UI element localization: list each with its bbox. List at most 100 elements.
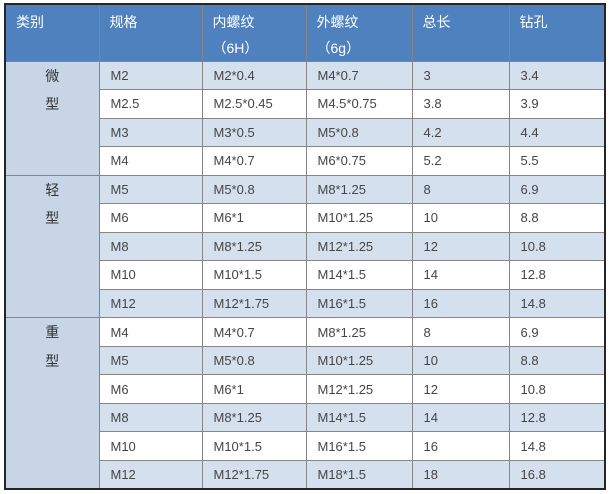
table-cell: 6.9 bbox=[508, 317, 606, 347]
header-cell-external-thread: 外螺纹 （6g） bbox=[305, 3, 413, 62]
table-row: M8 M8*1.25 M12*1.25 12 10.8 bbox=[5, 231, 606, 262]
table-cell: M12*1.25 bbox=[305, 374, 413, 404]
table-cell: M16*1.5 bbox=[305, 431, 413, 461]
table-cell: 3.4 bbox=[508, 60, 606, 91]
table-row: 微 型 M2 M2*0.4 M4*0.7 3 3.4 bbox=[4, 60, 606, 176]
table-cell: 8.8 bbox=[508, 345, 606, 376]
table-cell: 12 bbox=[411, 231, 510, 262]
table-cell: M8*1.25 bbox=[201, 402, 307, 433]
table-cell: 18 bbox=[411, 459, 510, 490]
table-cell: M12*1.25 bbox=[305, 231, 413, 262]
table-cell: M6*0.75 bbox=[305, 146, 413, 176]
table-cell: M10*1.25 bbox=[305, 345, 413, 376]
table-cell: M3*0.5 bbox=[201, 117, 307, 148]
table-cell: M14*1.5 bbox=[305, 402, 413, 433]
table-cell: M4*0.7 bbox=[305, 60, 413, 91]
table-cell: M6 bbox=[98, 374, 203, 404]
table-cell: M2*0.4 bbox=[201, 60, 307, 91]
header-sublabel: （6H） bbox=[212, 40, 259, 56]
header-label: 规格 bbox=[109, 14, 138, 30]
category-cell: 重 型 bbox=[4, 317, 100, 490]
table-cell: 8 bbox=[411, 174, 510, 205]
table-row: M10 M10*1.5 M14*1.5 14 12.8 bbox=[5, 260, 606, 290]
table-cell: M8 bbox=[98, 402, 203, 433]
table-row: M5 M5*0.8 M10*1.25 10 8.8 bbox=[5, 345, 606, 376]
table-cell: M4*0.7 bbox=[201, 146, 307, 176]
table-cell: M4*0.7 bbox=[201, 317, 307, 347]
table-cell: 12.8 bbox=[508, 260, 606, 290]
table-body: 微 型 M2 M2*0.4 M4*0.7 3 3.4 M2.5 M2.5*0.45 M4.5*0… bbox=[4, 60, 606, 490]
table-cell: 6.9 bbox=[508, 174, 606, 205]
table-row: M12 M12*1.75 M16*1.5 16 14.8 bbox=[5, 288, 606, 319]
table-cell: 14 bbox=[411, 260, 510, 290]
table-cell: 5.2 bbox=[411, 146, 510, 176]
table-row: M10 M10*1.5 M16*1.5 16 14.8 bbox=[5, 431, 606, 461]
table-cell: 4.2 bbox=[411, 117, 510, 148]
table-row: 重 型 M4 M4*0.7 M8*1.25 8 6.9 bbox=[4, 317, 606, 490]
table-cell: M10 bbox=[98, 431, 203, 461]
table-cell: M18*1.5 bbox=[305, 459, 413, 490]
table-cell: M6*1 bbox=[201, 203, 307, 233]
table-cell: 3 bbox=[411, 60, 510, 91]
table-row: M4 M4*0.7 M6*0.75 5.2 5.5 bbox=[5, 146, 606, 176]
header-cell-drill-hole: 钻孔 bbox=[508, 3, 606, 62]
table-cell: M10*1.5 bbox=[201, 431, 307, 461]
table-cell: 10.8 bbox=[508, 374, 606, 404]
header-cell-spec: 规格 bbox=[98, 3, 203, 62]
table-cell: M5*0.8 bbox=[305, 117, 413, 148]
category-cell: 轻 型 bbox=[4, 174, 100, 319]
header-label: 外螺纹 bbox=[316, 14, 359, 30]
table-cell: M5*0.8 bbox=[201, 174, 307, 205]
category-cell: 微 型 bbox=[4, 60, 100, 176]
table-cell: M5 bbox=[98, 345, 203, 376]
table-cell: 10.8 bbox=[508, 231, 606, 262]
table-cell: M2.5*0.45 bbox=[201, 89, 307, 119]
table-cell: M4.5*0.75 bbox=[305, 89, 413, 119]
table-cell: 3.9 bbox=[508, 89, 606, 119]
table-cell: M12*1.75 bbox=[201, 459, 307, 490]
table-cell: M4 bbox=[98, 146, 203, 176]
table-row: M12 M12*1.75 M18*1.5 18 16.8 bbox=[5, 459, 606, 490]
table-cell: 16 bbox=[411, 288, 510, 319]
table-cell: M5*0.8 bbox=[201, 345, 307, 376]
table-cell: M10*1.5 bbox=[201, 260, 307, 290]
table-cell: M8*1.25 bbox=[305, 317, 413, 347]
table-cell: M12 bbox=[98, 288, 203, 319]
table-cell: M2.5 bbox=[98, 89, 203, 119]
table-cell: M14*1.5 bbox=[305, 260, 413, 290]
table-cell: 14.8 bbox=[508, 288, 606, 319]
table-cell: M10*1.25 bbox=[305, 203, 413, 233]
table-cell: 12 bbox=[411, 374, 510, 404]
table-row: M3 M3*0.5 M5*0.8 4.2 4.4 bbox=[5, 117, 606, 148]
table-cell: M12*1.75 bbox=[201, 288, 307, 319]
table-cell: 14 bbox=[411, 402, 510, 433]
header-label: 类别 bbox=[16, 14, 44, 30]
table-cell: M6*1 bbox=[201, 374, 307, 404]
header-sublabel: （6g） bbox=[316, 40, 361, 56]
table-row: M6 M6*1 M10*1.25 10 8.8 bbox=[5, 203, 606, 233]
table-row: M8 M8*1.25 M14*1.5 14 12.8 bbox=[5, 402, 606, 433]
table-cell: 12.8 bbox=[508, 402, 606, 433]
header-cell-internal-thread: 内螺纹 （6H） bbox=[201, 3, 307, 62]
table-cell: M8*1.25 bbox=[305, 174, 413, 205]
table-row: M2.5 M2.5*0.45 M4.5*0.75 3.8 3.9 bbox=[5, 89, 606, 119]
table-cell: M6 bbox=[98, 203, 203, 233]
header-row: 类别 规格 内螺纹 （6H） 外螺纹 （6g） 总长 bbox=[4, 3, 606, 62]
header-label: 总长 bbox=[422, 14, 451, 30]
table-cell: 14.8 bbox=[508, 431, 606, 461]
table-row: 轻 型 M5 M5*0.8 M8*1.25 8 6.9 bbox=[4, 174, 606, 319]
spec-table: 类别 规格 内螺纹 （6H） 外螺纹 （6g） 总长 bbox=[4, 3, 606, 490]
table-cell: 16.8 bbox=[508, 459, 606, 490]
table-header: 类别 规格 内螺纹 （6H） 外螺纹 （6g） 总长 bbox=[4, 3, 606, 62]
table-cell: M5 bbox=[98, 174, 203, 205]
table-cell: M16*1.5 bbox=[305, 288, 413, 319]
table-cell: 10 bbox=[411, 345, 510, 376]
table-cell: M8 bbox=[98, 231, 203, 262]
table-cell: 8.8 bbox=[508, 203, 606, 233]
table-cell: M12 bbox=[98, 459, 203, 490]
header-label: 钻孔 bbox=[519, 14, 548, 30]
table-cell: M10 bbox=[98, 260, 203, 290]
table-cell: M2 bbox=[98, 60, 203, 91]
table-cell: 8 bbox=[411, 317, 510, 347]
table-cell: M3 bbox=[98, 117, 203, 148]
